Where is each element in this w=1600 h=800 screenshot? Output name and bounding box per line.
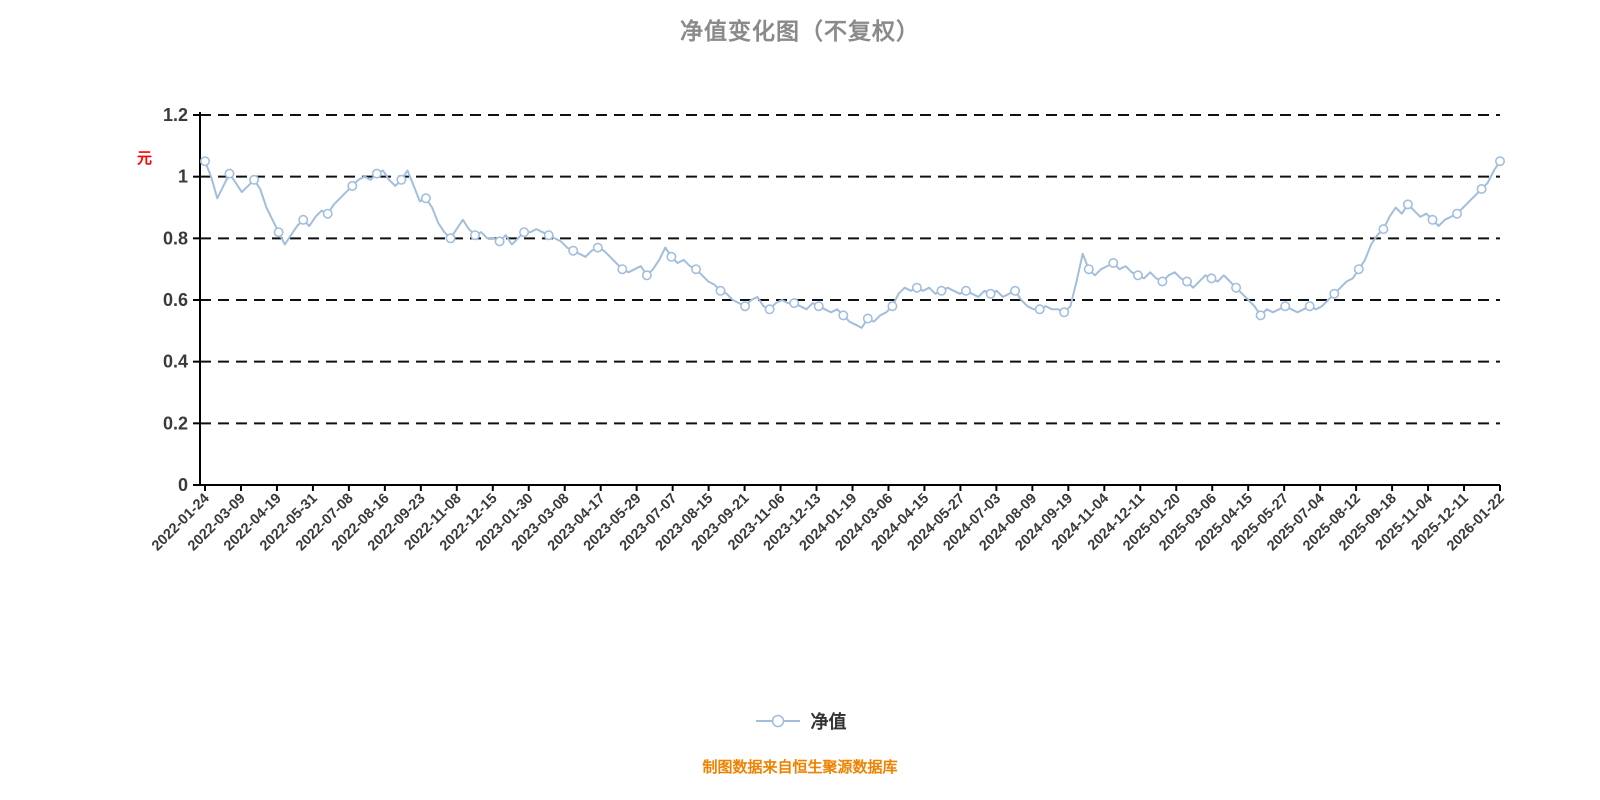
y-tick-label: 0	[178, 475, 188, 495]
nav-marker	[347, 180, 358, 191]
nav-marker	[420, 193, 431, 204]
nav-marker	[1495, 156, 1506, 167]
nav-marker	[617, 264, 628, 275]
nav-marker	[396, 174, 407, 185]
y-tick-label: 0.2	[163, 413, 188, 433]
nav-marker	[1059, 307, 1070, 318]
nav-line	[204, 160, 1501, 329]
y-tick-label: 1	[178, 167, 188, 187]
nav-marker	[494, 236, 505, 247]
nav-marker	[887, 301, 898, 312]
nav-marker	[985, 288, 996, 299]
nav-marker	[715, 285, 726, 296]
nav-marker	[592, 242, 603, 253]
nav-marker	[1304, 301, 1315, 312]
nav-marker	[1034, 304, 1045, 315]
nav-marker	[322, 208, 333, 219]
nav-marker	[224, 168, 235, 179]
nav-marker	[1206, 273, 1217, 284]
nav-marker	[298, 214, 309, 225]
nav-marker	[1108, 257, 1119, 268]
nav-marker	[1132, 270, 1143, 281]
chart-legend: 净值	[0, 708, 1600, 734]
nav-marker	[1280, 301, 1291, 312]
y-tick-label: 1.2	[163, 105, 188, 125]
nav-marker	[1452, 208, 1463, 219]
nav-marker	[249, 174, 260, 185]
nav-marker	[445, 233, 456, 244]
nav-marker	[690, 264, 701, 275]
legend-marker-sample	[771, 714, 784, 728]
nav-marker	[666, 251, 677, 262]
nav-marker	[1231, 282, 1242, 293]
nav-marker	[1157, 276, 1168, 287]
nav-marker	[1010, 285, 1021, 296]
nav-marker	[1402, 199, 1413, 210]
y-tick-label: 0.4	[163, 352, 188, 372]
nav-marker	[936, 285, 947, 296]
nav-marker	[911, 282, 922, 293]
nav-marker	[519, 227, 530, 238]
nav-marker	[862, 313, 873, 324]
nav-marker	[469, 230, 480, 241]
legend-swatch	[755, 714, 800, 728]
y-tick-label: 0.8	[163, 228, 188, 248]
nav-marker	[1353, 264, 1364, 275]
nav-marker	[273, 227, 284, 238]
nav-marker	[764, 304, 775, 315]
data-source-caption: 制图数据来自恒生聚源数据库	[702, 759, 898, 776]
nav-marker	[838, 310, 849, 321]
nav-marker	[740, 301, 751, 312]
nav-marker	[371, 168, 382, 179]
nav-marker	[641, 270, 652, 281]
nav-marker	[789, 298, 800, 309]
nav-marker	[1329, 288, 1340, 299]
nav-marker	[568, 245, 579, 256]
legend-label: 净值	[810, 712, 847, 732]
chart-title: 净值变化图（不复权）	[680, 18, 920, 44]
nav-marker	[543, 230, 554, 241]
nav-marker	[1427, 214, 1438, 225]
nav-marker	[813, 301, 824, 312]
unit-label: 元	[137, 150, 153, 167]
y-tick-label: 0.6	[163, 290, 188, 310]
nav-marker	[1083, 264, 1094, 275]
nav-marker	[1182, 276, 1193, 287]
nav-marker	[1255, 310, 1266, 321]
nav-marker	[1378, 224, 1389, 235]
nav-marker	[960, 285, 971, 296]
nav-marker	[200, 156, 211, 167]
nav-marker	[1476, 184, 1487, 195]
